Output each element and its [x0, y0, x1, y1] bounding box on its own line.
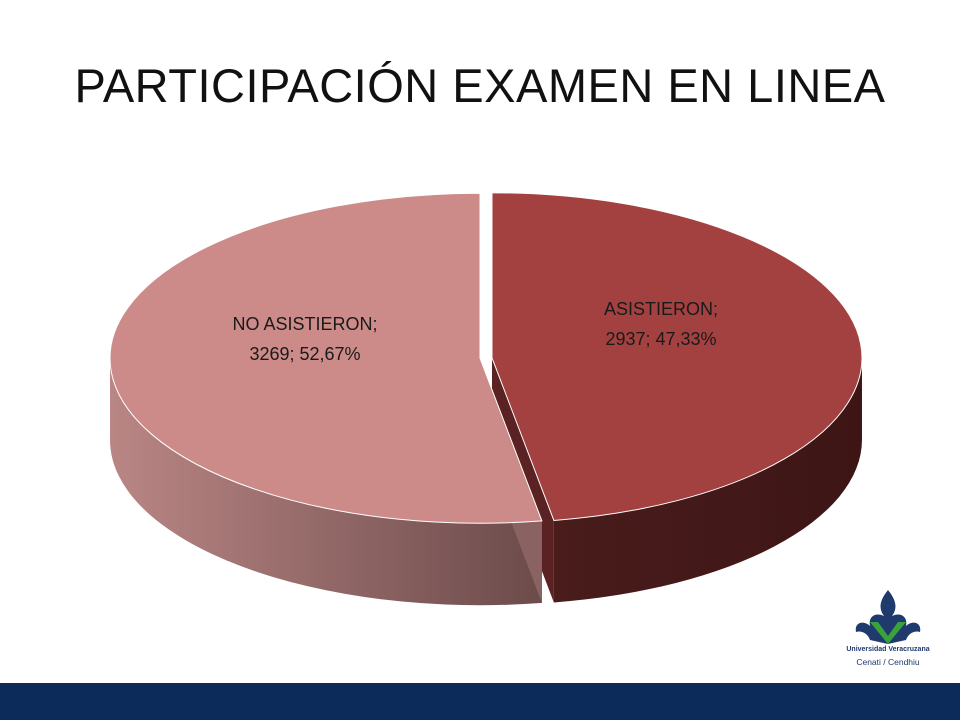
slice-label-asistieron-name: ASISTIERON;	[604, 299, 718, 319]
pie-side-asistieron	[553, 357, 862, 603]
slice-label-no-asistieron-name: NO ASISTIERON;	[232, 314, 377, 334]
pie-slice-no-asistieron	[109, 192, 543, 524]
logo-caption-university: Universidad Veracruzana	[846, 646, 930, 653]
logo-caption-department: Cenati / Cendhiu	[856, 657, 920, 667]
pie-slice-asistieron	[491, 192, 863, 521]
footer-bar	[0, 683, 960, 720]
university-logo-icon	[855, 590, 921, 644]
slide-title: PARTICIPACIÓN EXAMEN EN LINEA	[74, 59, 886, 112]
slice-label-asistieron-value: 2937; 47,33%	[605, 329, 716, 349]
pie-side-no-asistieron	[110, 358, 542, 606]
slice-label-no-asistieron-value: 3269; 52,67%	[249, 344, 360, 364]
